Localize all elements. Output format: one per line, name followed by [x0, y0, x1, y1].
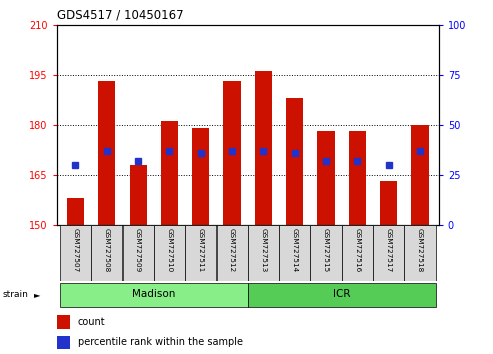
Text: GSM727511: GSM727511 — [198, 228, 204, 272]
Text: GSM727508: GSM727508 — [104, 228, 110, 272]
Bar — [98, 81, 115, 225]
Text: GSM727509: GSM727509 — [135, 228, 141, 272]
Bar — [349, 131, 366, 225]
Bar — [130, 165, 147, 225]
Text: GDS4517 / 10450167: GDS4517 / 10450167 — [57, 9, 183, 22]
Bar — [161, 121, 178, 225]
Bar — [192, 128, 210, 225]
Bar — [317, 131, 335, 225]
Bar — [91, 225, 122, 281]
Text: ►: ► — [34, 290, 40, 299]
Bar — [57, 315, 70, 329]
Bar — [216, 225, 247, 281]
Bar — [286, 98, 303, 225]
Text: GSM727516: GSM727516 — [354, 228, 360, 272]
Bar — [57, 336, 70, 349]
Bar — [373, 225, 404, 281]
Text: GSM727510: GSM727510 — [167, 228, 173, 272]
Bar — [185, 225, 216, 281]
Text: Madison: Madison — [132, 289, 176, 299]
Text: GSM727507: GSM727507 — [72, 228, 78, 272]
Text: ICR: ICR — [333, 289, 351, 299]
Bar — [311, 225, 342, 281]
Bar — [411, 125, 428, 225]
Text: GSM727517: GSM727517 — [386, 228, 391, 272]
Text: GSM727512: GSM727512 — [229, 228, 235, 272]
Bar — [123, 225, 154, 281]
Bar — [248, 225, 279, 281]
Bar — [279, 225, 310, 281]
Bar — [404, 225, 435, 281]
Text: GSM727518: GSM727518 — [417, 228, 423, 272]
Text: strain: strain — [2, 290, 28, 299]
Text: GSM727513: GSM727513 — [260, 228, 266, 272]
Text: GSM727514: GSM727514 — [292, 228, 298, 272]
Bar — [223, 81, 241, 225]
Bar — [380, 182, 397, 225]
Text: count: count — [78, 317, 106, 327]
Bar — [154, 225, 185, 281]
Text: GSM727515: GSM727515 — [323, 228, 329, 272]
Bar — [255, 72, 272, 225]
Bar — [60, 225, 91, 281]
Bar — [342, 225, 373, 281]
Bar — [60, 283, 248, 307]
Text: percentile rank within the sample: percentile rank within the sample — [78, 337, 243, 348]
Bar — [248, 283, 436, 307]
Bar — [67, 198, 84, 225]
